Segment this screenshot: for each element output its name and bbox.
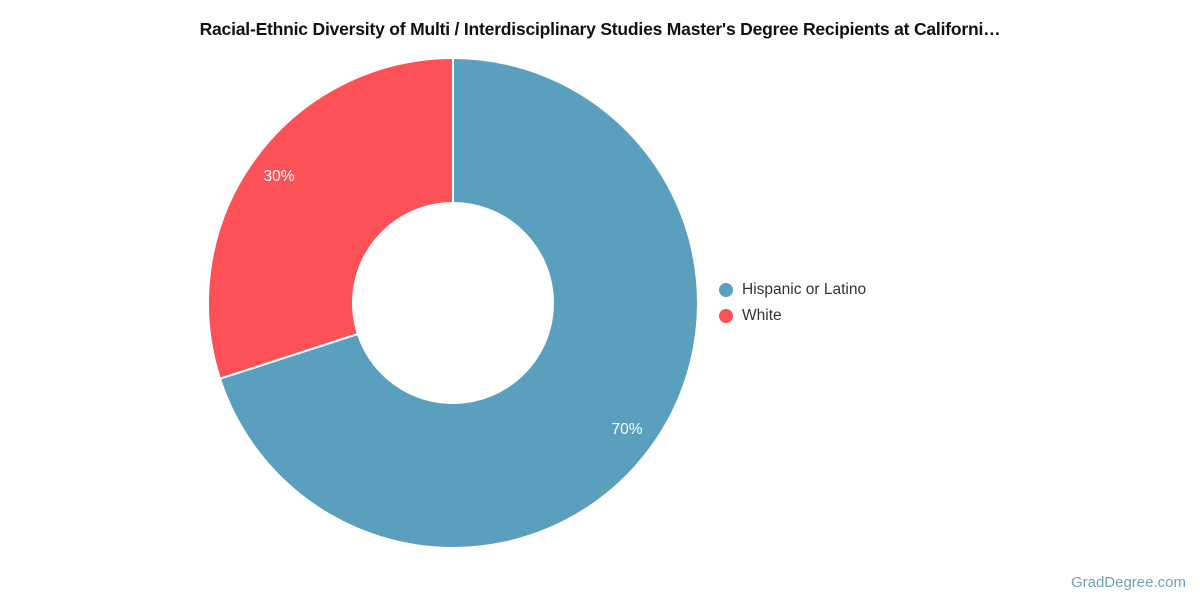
chart-title: Racial-Ethnic Diversity of Multi / Inter… xyxy=(199,19,1001,39)
chart-legend: Hispanic or Latino White xyxy=(719,277,866,329)
legend-dot-hispanic-or-latino xyxy=(719,283,733,297)
legend-item-hispanic-or-latino[interactable]: Hispanic or Latino xyxy=(719,277,866,303)
pie-slice-white[interactable] xyxy=(206,57,454,380)
legend-dot-white xyxy=(719,309,733,323)
legend-label: White xyxy=(742,307,782,324)
legend-label: Hispanic or Latino xyxy=(742,281,867,298)
legend-item-white[interactable]: White xyxy=(719,303,866,329)
watermark-link[interactable]: GradDegree.com xyxy=(1070,574,1186,591)
slice-value-label-white: 30% xyxy=(263,168,294,185)
slice-value-label-hispanic-or-latino: 70% xyxy=(611,421,642,438)
pie-slice-hispanic-or-latino[interactable] xyxy=(218,57,699,549)
